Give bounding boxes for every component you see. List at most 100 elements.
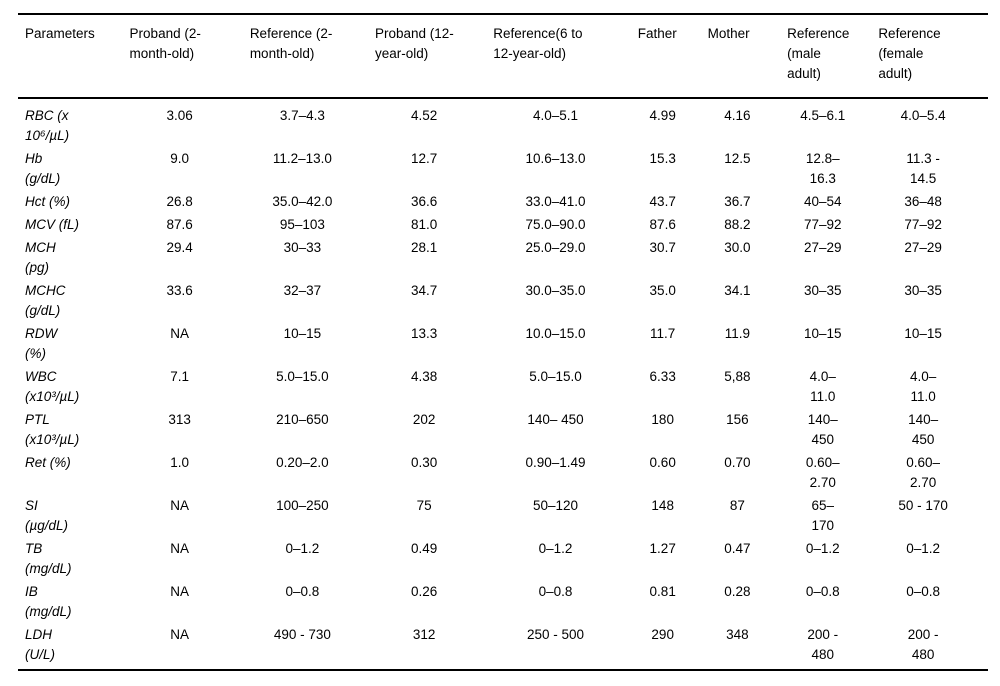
value-cell: 33.6 (166, 283, 193, 298)
value-cell: 0.60 (649, 455, 676, 470)
value-cell: 0.28 (724, 584, 751, 599)
value-cell: 202 (412, 412, 436, 427)
table-row: LDH (U/L) NA 490 - 730 312 250 - 500 290 348 20… (18, 624, 988, 670)
value-cell: 30–33 (283, 240, 322, 255)
table-row: Hb (g/dL) 9.0 11.2–13.0 12.7 10.6–13.0 15.3 12… (18, 148, 988, 191)
column-header-mother: Mother (707, 14, 788, 99)
value-cell: 32–37 (283, 283, 322, 298)
value-cell: 36.6 (410, 194, 438, 209)
column-header-reference-2mo: Reference (2- month-old) (249, 14, 375, 99)
value-cell: 27–29 (904, 240, 942, 255)
value-cell: 156 (726, 412, 749, 427)
table-row: Hct (%) 26.8 35.0–42.0 36.6 33.0–41.0 43.7 36.… (18, 191, 988, 214)
value-cell: 4.52 (410, 108, 438, 123)
value-cell: 4.0– 11.0 (910, 369, 937, 404)
value-cell: 26.8 (166, 194, 193, 209)
hematology-table: Parameters Proband (2- month-old) Referenc… (18, 13, 988, 671)
value-cell: 35.0 (649, 283, 676, 298)
parameter-label: RBC (x 10⁶/µL) (25, 108, 70, 143)
value-cell: 312 (412, 627, 436, 642)
value-cell: 28.1 (410, 240, 438, 255)
value-cell: 10–15 (904, 326, 942, 341)
parameter-label: LDH (U/L) (25, 627, 55, 662)
value-cell: 348 (726, 627, 749, 642)
parameter-label: Hb (g/dL) (25, 151, 61, 186)
value-cell: 0–0.8 (285, 584, 320, 599)
value-cell: 65– 170 (811, 498, 834, 533)
value-cell: 148 (651, 498, 674, 513)
column-header-proband-2mo: Proband (2- month-old) (129, 14, 250, 99)
value-cell: 30–35 (904, 283, 942, 298)
value-cell: 1.27 (649, 541, 676, 556)
value-cell: 0–1.2 (538, 541, 573, 556)
value-cell: 87 (729, 498, 745, 513)
value-cell: 10–15 (283, 326, 322, 341)
value-cell: 4.16 (724, 108, 751, 123)
value-cell: 4.5–6.1 (800, 108, 846, 123)
value-cell: 100–250 (276, 498, 329, 513)
value-cell: 10.0–15.0 (525, 326, 586, 341)
value-cell: 30.0–35.0 (525, 283, 586, 298)
value-cell: 36.7 (724, 194, 751, 209)
value-cell: 30.0 (724, 240, 751, 255)
value-cell: 140– 450 (807, 412, 838, 447)
value-cell: 0.60– 2.70 (805, 455, 840, 490)
value-cell: 0–1.2 (906, 541, 941, 556)
value-cell: 15.3 (649, 151, 676, 166)
value-cell: 11.9 (724, 326, 751, 341)
column-header-father: Father (637, 14, 708, 99)
column-header-reference-female-adult: Reference (female adult) (878, 14, 988, 99)
column-header-proband-12y: Proband (12- year-old) (374, 14, 494, 99)
value-cell: 75.0–90.0 (525, 217, 586, 232)
value-cell: 34.1 (724, 283, 751, 298)
value-cell: 1.0 (170, 455, 190, 470)
table-row: SI (µg/dL) NA 100–250 75 50–120 148 87 65– 170 5… (18, 495, 988, 538)
value-cell: NA (170, 627, 190, 642)
value-cell: 0.70 (724, 455, 751, 470)
table-body: RBC (x 10⁶/µL) 3.06 3.7–4.3 4.52 4.0–5.1 4.99… (18, 98, 988, 670)
column-header-parameters: Parameters (18, 14, 130, 99)
parameter-label: MCHC (g/dL) (25, 283, 66, 318)
table-row: MCHC (g/dL) 33.6 32–37 34.7 30.0–35.0 35.0 34.… (18, 280, 988, 323)
value-cell: 210–650 (276, 412, 329, 427)
value-cell: 11.7 (650, 326, 676, 341)
value-cell: 0.47 (724, 541, 751, 556)
table-row: MCV (fL) 87.6 95–103 81.0 75.0–90.0 87.6 88.2 7… (18, 214, 988, 237)
value-cell: 10.6–13.0 (525, 151, 586, 166)
value-cell: 7.1 (170, 369, 190, 384)
column-header-reference-6-12y: Reference(6 to 12-year-old) (493, 14, 638, 99)
table-header: Parameters Proband (2- month-old) Referenc… (18, 14, 988, 99)
table-row: Ret (%) 1.0 0.20–2.0 0.30 0.90–1.49 0.60 0.70 0… (18, 452, 988, 495)
value-cell: 200 - 480 (907, 627, 939, 662)
value-cell: 12.7 (410, 151, 438, 166)
value-cell: NA (170, 498, 190, 513)
value-cell: 36–48 (904, 194, 942, 209)
value-cell: 75 (416, 498, 432, 513)
value-cell: 30–35 (803, 283, 842, 298)
value-cell: 0.20–2.0 (276, 455, 329, 470)
value-cell: 12.5 (724, 151, 751, 166)
value-cell: 88.2 (724, 217, 751, 232)
parameter-label: SI (µg/dL) (25, 498, 69, 533)
value-cell: 5.0–15.0 (529, 369, 582, 384)
table-row: WBC (x10³/µL) 7.1 5.0–15.0 4.38 5.0–15.0 6.33… (18, 366, 988, 409)
value-cell: 27–29 (803, 240, 842, 255)
value-cell: 4.0– 11.0 (809, 369, 836, 404)
value-cell: 13.3 (410, 326, 438, 341)
value-cell: 0–0.8 (906, 584, 941, 599)
value-cell: 0–1.2 (285, 541, 320, 556)
table-row: RBC (x 10⁶/µL) 3.06 3.7–4.3 4.52 4.0–5.1 4.99… (18, 98, 988, 148)
parameter-label: Hct (%) (25, 194, 70, 209)
value-cell: 180 (651, 412, 674, 427)
value-cell: 0–0.8 (538, 584, 573, 599)
value-cell: 4.0–5.4 (900, 108, 946, 123)
parameter-label: IB (mg/dL) (25, 584, 72, 619)
value-cell: 5,88 (724, 369, 751, 384)
value-cell: 35.0–42.0 (272, 194, 333, 209)
value-cell: 33.0–41.0 (525, 194, 586, 209)
value-cell: NA (170, 541, 190, 556)
value-cell: 87.6 (166, 217, 193, 232)
value-cell: 10–15 (803, 326, 842, 341)
value-cell: 140– 450 (527, 412, 584, 427)
